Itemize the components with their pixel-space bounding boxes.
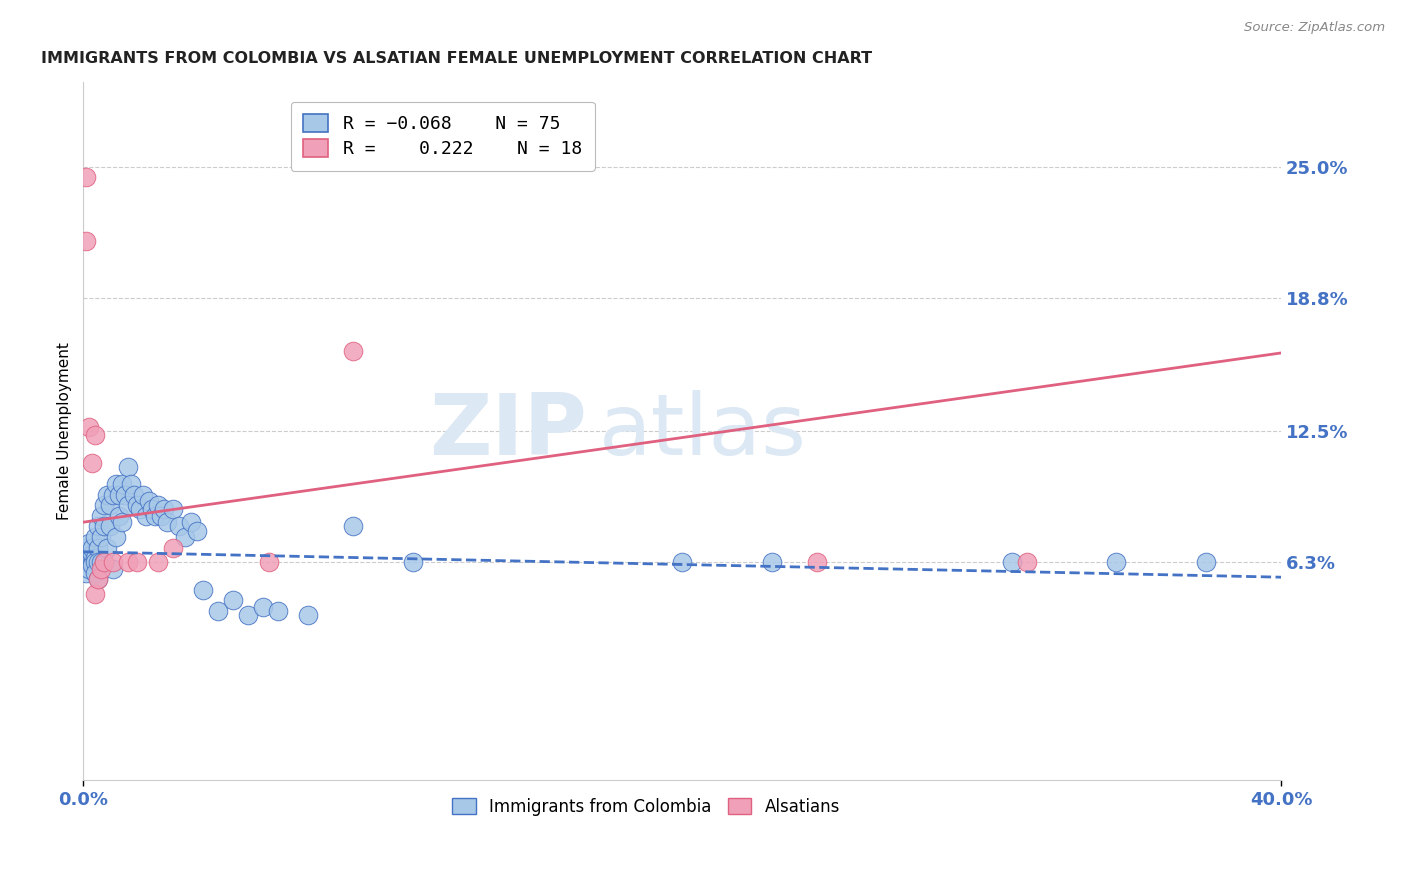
Point xyxy=(84,551,107,566)
Point xyxy=(75,555,97,569)
Point xyxy=(77,562,100,576)
Point xyxy=(93,555,115,569)
Point xyxy=(236,608,259,623)
Y-axis label: Female Unemployment: Female Unemployment xyxy=(58,343,72,520)
Point xyxy=(222,593,245,607)
Point xyxy=(186,524,208,538)
Point xyxy=(84,428,107,442)
Point xyxy=(93,498,115,512)
Point xyxy=(180,515,202,529)
Point xyxy=(108,488,131,502)
Point xyxy=(87,519,110,533)
Point xyxy=(108,508,131,523)
Point xyxy=(90,508,112,523)
Point xyxy=(96,541,118,555)
Point xyxy=(156,515,179,529)
Point xyxy=(103,488,125,502)
Point xyxy=(162,541,184,555)
Point xyxy=(77,536,100,550)
Point xyxy=(132,488,155,502)
Point xyxy=(120,477,142,491)
Point xyxy=(75,545,97,559)
Point xyxy=(153,502,176,516)
Point xyxy=(103,555,125,569)
Text: IMMIGRANTS FROM COLOMBIA VS ALSATIAN FEMALE UNEMPLOYMENT CORRELATION CHART: IMMIGRANTS FROM COLOMBIA VS ALSATIAN FEM… xyxy=(41,51,873,66)
Point xyxy=(90,530,112,544)
Point xyxy=(90,555,112,569)
Point xyxy=(122,488,145,502)
Point xyxy=(671,555,693,569)
Point xyxy=(75,551,97,566)
Point xyxy=(162,502,184,516)
Point xyxy=(257,555,280,569)
Point xyxy=(77,542,100,557)
Point xyxy=(167,519,190,533)
Point xyxy=(117,555,139,569)
Point xyxy=(98,519,121,533)
Point xyxy=(806,555,828,569)
Point xyxy=(127,555,149,569)
Point xyxy=(1001,555,1024,569)
Point xyxy=(103,562,125,576)
Point xyxy=(129,502,152,516)
Point xyxy=(96,488,118,502)
Point xyxy=(93,555,115,569)
Point xyxy=(402,555,425,569)
Point xyxy=(114,488,136,502)
Point xyxy=(82,456,104,470)
Point xyxy=(111,477,134,491)
Point xyxy=(87,572,110,586)
Point xyxy=(84,587,107,601)
Point xyxy=(75,170,97,185)
Point xyxy=(146,498,169,512)
Point xyxy=(267,604,290,618)
Point xyxy=(127,498,149,512)
Point xyxy=(342,343,364,358)
Legend: Immigrants from Colombia, Alsatians: Immigrants from Colombia, Alsatians xyxy=(444,789,848,824)
Point xyxy=(138,494,160,508)
Point xyxy=(150,508,173,523)
Point xyxy=(75,234,97,248)
Point xyxy=(93,519,115,533)
Point xyxy=(77,555,100,569)
Point xyxy=(77,549,100,563)
Point xyxy=(1195,555,1218,569)
Point xyxy=(143,508,166,523)
Text: atlas: atlas xyxy=(599,390,807,473)
Point xyxy=(82,547,104,561)
Point xyxy=(84,555,107,569)
Point xyxy=(84,566,107,580)
Point xyxy=(135,508,157,523)
Point xyxy=(1015,555,1038,569)
Point xyxy=(207,604,229,618)
Point xyxy=(297,608,319,623)
Point xyxy=(82,558,104,572)
Point xyxy=(75,541,97,555)
Point xyxy=(1105,555,1128,569)
Point xyxy=(98,498,121,512)
Point xyxy=(117,498,139,512)
Point xyxy=(90,562,112,576)
Point xyxy=(82,555,104,569)
Point xyxy=(87,555,110,569)
Point xyxy=(252,599,274,614)
Point xyxy=(111,515,134,529)
Point xyxy=(761,555,783,569)
Point xyxy=(87,572,110,586)
Point xyxy=(117,460,139,475)
Point xyxy=(105,477,128,491)
Point xyxy=(141,502,163,516)
Point xyxy=(146,555,169,569)
Text: Source: ZipAtlas.com: Source: ZipAtlas.com xyxy=(1244,21,1385,34)
Point xyxy=(342,519,364,533)
Point xyxy=(82,541,104,555)
Point xyxy=(174,530,197,544)
Text: ZIP: ZIP xyxy=(429,390,586,473)
Point xyxy=(75,566,97,580)
Point xyxy=(191,582,214,597)
Point xyxy=(84,530,107,544)
Point xyxy=(105,530,128,544)
Point xyxy=(87,541,110,555)
Point xyxy=(77,420,100,434)
